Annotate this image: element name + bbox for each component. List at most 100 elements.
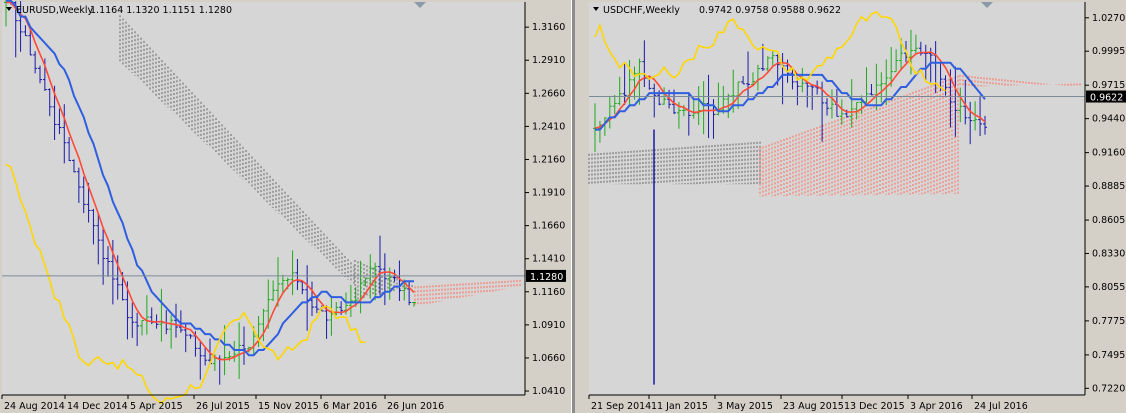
time-tick-label: 23 Aug 2015: [783, 401, 844, 412]
candle: [874, 63, 879, 111]
candle: [968, 101, 973, 145]
eurusd-chart-window[interactable]: 1.3160 1.2910 1.2660 1.2410 1.2160 1.1910 1.16…: [0, 0, 571, 413]
candle: [203, 346, 208, 366]
symbol-label: EURUSD,Weekly: [16, 5, 94, 16]
candle: [963, 80, 968, 125]
time-tick-label: 26 Jun 2016: [387, 401, 444, 412]
candle: [38, 65, 42, 84]
dropdown-triangle-icon[interactable]: [593, 7, 599, 11]
candle: [188, 334, 193, 339]
candle: [368, 254, 373, 299]
candle: [908, 29, 913, 75]
candle: [91, 208, 96, 245]
candle: [953, 66, 958, 137]
usdchf-chart[interactable]: 1.0270 0.9995 0.9715 0.9440 0.9160 0.8885 0.86…: [575, 0, 1126, 413]
candle: [770, 51, 775, 66]
time-tick-label: 26 Jul 2015: [196, 401, 250, 412]
candle: [115, 255, 120, 300]
candle: [810, 84, 815, 110]
candle: [696, 86, 701, 126]
kijun-line: [6, 0, 414, 357]
candle: [760, 43, 765, 71]
candle: [407, 281, 412, 306]
candle: [276, 257, 280, 307]
price-tick-label: 1.2910: [532, 55, 565, 66]
candle: [57, 108, 62, 135]
candle: [72, 159, 76, 173]
candle: [983, 115, 987, 135]
candle: [652, 83, 657, 118]
price-tick-label: 0.7775: [1092, 316, 1125, 327]
current-price-label: 0.9622: [1090, 93, 1123, 104]
price-tick-label: 0.9715: [1092, 80, 1125, 91]
candle: [958, 87, 963, 123]
price-tick-label: 0.8885: [1092, 181, 1125, 192]
candle: [750, 72, 755, 87]
candle: [612, 95, 617, 115]
price-tick-label: 0.9440: [1092, 114, 1125, 125]
candle: [47, 88, 52, 117]
candle: [839, 99, 844, 125]
time-tick-label: 11 Jan 2015: [651, 401, 708, 412]
chart-shift-icon[interactable]: [414, 2, 426, 8]
chart-shift-icon[interactable]: [981, 2, 993, 8]
candle: [387, 267, 392, 300]
candle: [266, 279, 271, 329]
candle: [198, 341, 203, 380]
candle: [825, 98, 830, 116]
candle: [662, 87, 667, 105]
candle: [800, 67, 805, 93]
candle: [829, 89, 834, 119]
current-price-label: 1.1280: [530, 272, 563, 283]
time-tick-label: 21 Sep 2014: [591, 401, 651, 412]
candle: [790, 67, 795, 90]
price-tick-label: 0.9995: [1092, 46, 1125, 57]
price-tick-label: 0.8055: [1092, 282, 1125, 293]
candle: [178, 310, 183, 333]
candle: [242, 326, 246, 365]
candle: [805, 81, 810, 108]
candle: [81, 176, 86, 214]
time-tick-label: 24 Aug 2014: [4, 401, 65, 412]
time-tick-label: 15 Nov 2015: [258, 401, 319, 412]
eurusd-chart[interactable]: 1.3160 1.2910 1.2660 1.2410 1.2160 1.1910 1.16…: [0, 0, 571, 413]
price-tick-label: 1.3160: [532, 22, 565, 33]
dropdown-triangle-icon[interactable]: [6, 7, 12, 11]
candle: [23, 25, 28, 37]
candle: [622, 62, 627, 106]
candle: [101, 228, 106, 285]
symbol-label: USDCHF,Weekly: [603, 5, 680, 16]
candle: [913, 34, 918, 55]
candle: [174, 303, 178, 338]
window-splitter[interactable]: [571, 0, 575, 413]
candle: [140, 319, 144, 336]
candle: [721, 85, 726, 114]
price-tick-label: 0.8605: [1092, 215, 1125, 226]
candle: [169, 315, 174, 349]
price-tick-label: 1.0270: [1092, 13, 1125, 24]
time-tick-label: 24 Jul 2016: [974, 401, 1028, 412]
price-tick-label: 1.1660: [532, 221, 565, 232]
time-tick-label: 13 Dec 2015: [844, 401, 905, 412]
candle: [28, 27, 33, 56]
candle: [300, 280, 305, 295]
chikou-line: [594, 10, 946, 92]
candle: [879, 72, 884, 103]
candle: [943, 75, 948, 96]
candle: [849, 79, 854, 128]
candle: [130, 302, 135, 338]
candle: [295, 258, 300, 291]
price-tick-label: 1.0660: [532, 353, 565, 364]
candle: [746, 51, 751, 98]
candle: [159, 288, 164, 342]
plot-area[interactable]: [589, 2, 1085, 395]
candle: [33, 51, 38, 74]
candle: [135, 312, 140, 347]
candle: [795, 77, 800, 106]
usdchf-chart-window[interactable]: 1.0270 0.9995 0.9715 0.9440 0.9160 0.8885 0.86…: [575, 0, 1126, 413]
time-tick-label: 3 May 2015: [717, 401, 773, 412]
time-tick-label: 14 Dec 2014: [67, 401, 128, 412]
candle: [765, 56, 770, 72]
price-tick-label: 0.8330: [1092, 248, 1125, 259]
time-tick-label: 5 Apr 2015: [130, 401, 183, 412]
